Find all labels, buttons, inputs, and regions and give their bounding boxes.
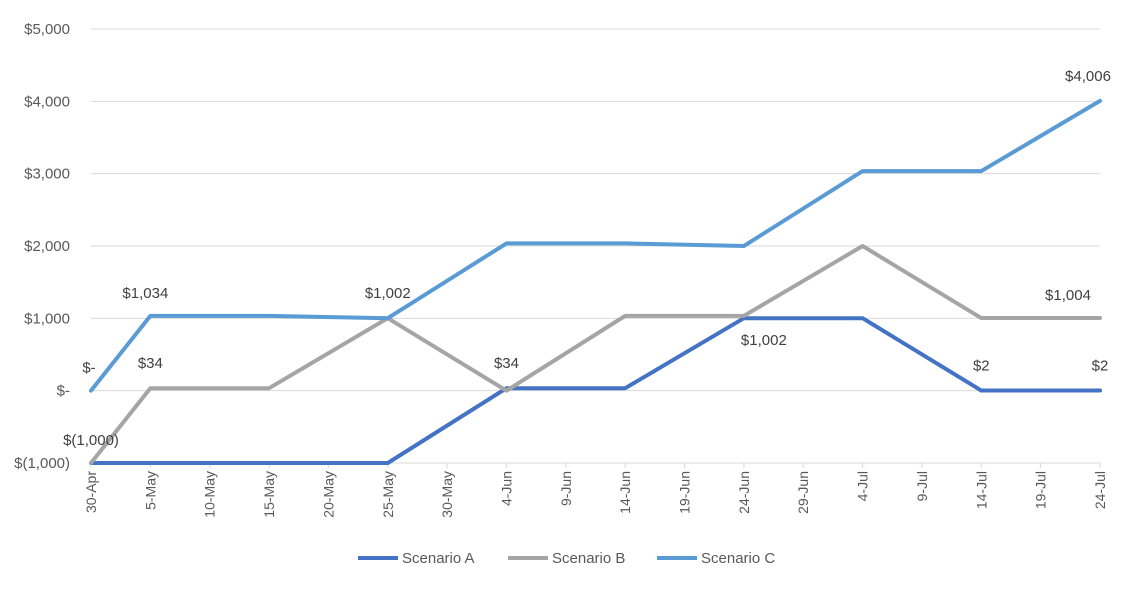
x-tick-label: 5-May	[142, 471, 158, 510]
data-label: $2	[1092, 358, 1109, 375]
legend-label: Scenario C	[701, 550, 775, 567]
data-labels: $- $(1,000) $1,034 $34 $1,002 $34 $1,002 $2 $4,0…	[63, 68, 1111, 449]
x-tick-label: 25-May	[380, 471, 396, 518]
x-tick-label: 19-Jul	[1033, 471, 1049, 509]
data-label: $1,002	[365, 285, 411, 302]
x-tick-label: 14-Jul	[973, 471, 989, 509]
series-lines	[89, 98, 1102, 465]
x-tick-label: 24-Jun	[736, 471, 752, 514]
x-tick-label: 10-May	[202, 471, 218, 518]
y-tick-label: $1,000	[24, 310, 70, 327]
gridlines	[91, 28, 1100, 464]
series-line-scenario-a	[89, 316, 1102, 465]
x-tick-label: 4-Jun	[498, 471, 514, 506]
x-tick-label: 20-May	[320, 471, 336, 518]
x-tick-label: 30-Apr	[83, 471, 99, 513]
legend-label: Scenario A	[402, 550, 475, 567]
y-tick-label: $2,000	[24, 238, 70, 255]
x-tick-label: 19-Jun	[677, 471, 693, 514]
series-line-scenario-c	[89, 98, 1102, 393]
series-line-scenario-b	[89, 244, 1102, 465]
y-tick-label: $3,000	[24, 166, 70, 183]
data-label: $(1,000)	[63, 432, 119, 449]
data-label: $-	[82, 360, 95, 377]
data-label: $1,004	[1045, 287, 1091, 304]
x-tick-label: 14-Jun	[617, 471, 633, 514]
y-axis-ticks: $5,000 $4,000 $3,000 $2,000 $1,000 $- $(1,000)	[14, 21, 70, 472]
x-tick-label: 15-May	[261, 471, 277, 518]
x-tick-label: 29-Jun	[795, 471, 811, 514]
x-tick-label: 9-Jun	[558, 471, 574, 506]
x-tick-label: 30-May	[439, 471, 455, 518]
x-tick-label: 24-Jul	[1092, 471, 1108, 509]
x-tick-label: 4-Jul	[855, 471, 871, 501]
data-label: $34	[138, 355, 163, 372]
y-tick-label: $4,000	[24, 93, 70, 110]
data-label: $4,006	[1065, 68, 1111, 85]
legend: Scenario A Scenario B Scenario C	[358, 550, 775, 567]
data-label: $34	[494, 355, 519, 372]
data-label: $1,002	[741, 332, 787, 349]
data-label: $1,034	[122, 285, 168, 302]
y-tick-label: $5,000	[24, 21, 70, 38]
legend-label: Scenario B	[552, 550, 625, 567]
y-tick-label: $-	[57, 383, 70, 400]
x-tick-label: 9-Jul	[914, 471, 930, 501]
y-tick-label: $(1,000)	[14, 455, 70, 472]
data-label: $2	[973, 358, 990, 375]
x-axis-ticks: 30-Apr 5-May 10-May 15-May 20-May 25-May 30-Ma…	[83, 463, 1108, 518]
